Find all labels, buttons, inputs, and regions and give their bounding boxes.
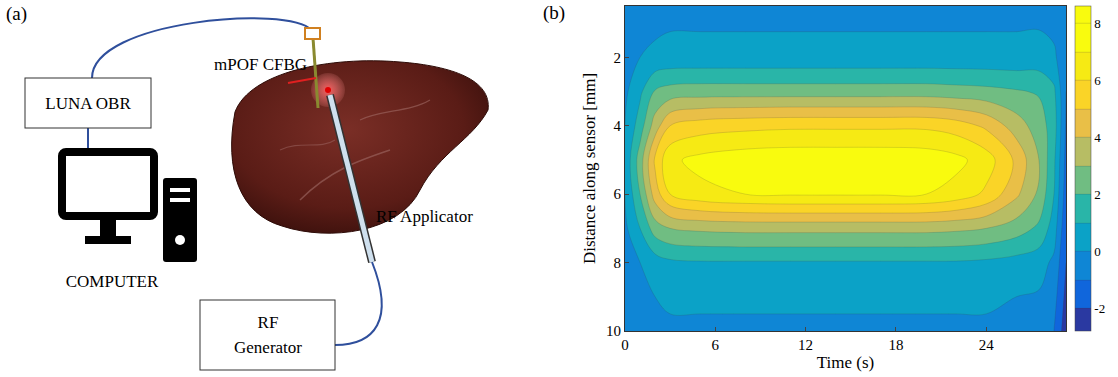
svg-text:10: 10: [606, 323, 621, 339]
svg-text:8: 8: [614, 255, 622, 271]
svg-text:LUNA OBR: LUNA OBR: [45, 94, 131, 113]
svg-text:6: 6: [712, 337, 720, 353]
svg-text:RF: RF: [258, 313, 279, 332]
svg-text:24: 24: [979, 337, 995, 353]
svg-text:2: 2: [614, 50, 622, 66]
svg-text:8: 8: [1094, 16, 1101, 31]
svg-text:(a): (a): [6, 3, 27, 25]
svg-text:0: 0: [621, 337, 629, 353]
svg-text:Time (s): Time (s): [817, 353, 874, 372]
svg-text:mPOF CFBG: mPOF CFBG: [214, 55, 307, 74]
svg-text:RF Applicator: RF Applicator: [376, 207, 473, 226]
html-text:(b): (b): [543, 2, 566, 23]
svg-text:0: 0: [1094, 244, 1101, 259]
svg-text:4: 4: [1094, 130, 1101, 145]
svg-text:12: 12: [798, 337, 813, 353]
svg-text:-2: -2: [1094, 301, 1105, 316]
svg-text:Distance along sensor [mm]: Distance along sensor [mm]: [580, 73, 599, 264]
svg-text:Generator: Generator: [234, 338, 302, 357]
svg-text:2: 2: [1094, 187, 1101, 202]
svg-text:COMPUTER: COMPUTER: [66, 272, 159, 291]
svg-text:18: 18: [888, 337, 903, 353]
svg-text:6: 6: [614, 186, 622, 202]
svg-text:4: 4: [614, 118, 622, 134]
svg-text:6: 6: [1094, 73, 1101, 88]
